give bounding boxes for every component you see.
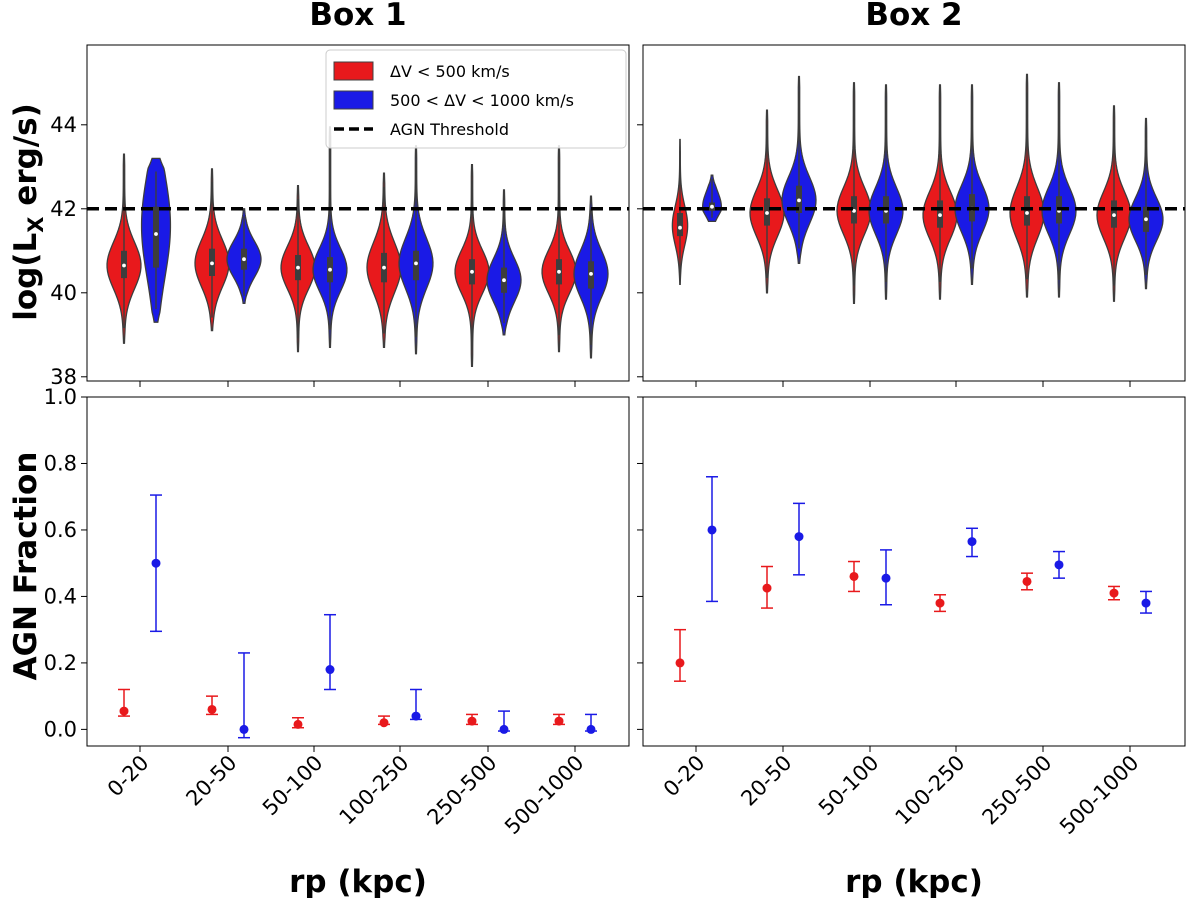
violin-median-box2-red-0 [678,225,682,230]
frame-bottom-box1 [86,396,630,747]
violin-iqr-box1-blue-0 [153,206,159,268]
panel-title-box1: Box 1 [309,0,406,33]
point-box1-blue-1 [239,724,249,734]
xtick-label-box1-0: 0-20 [103,751,154,802]
xtick-label-box2-4: 250-500 [978,751,1057,830]
violin-layer [106,73,1164,367]
top-ylabel-subscript: X [24,217,48,233]
violin-median-box2-red-1 [765,211,769,215]
violin-median-box2-red-5 [1112,213,1116,218]
xtick-label-box2-5: 500-1000 [1055,751,1143,839]
point-box2-red-1 [762,583,772,593]
violin-median-box1-blue-4 [502,278,506,283]
xtick-label-box2-3: 100-250 [891,751,970,830]
top-ylabel-rest: erg/s) [8,103,44,216]
legend: ΔV < 500 km/s 500 < ΔV < 1000 km/s AGN T… [325,49,627,149]
violin-median-box1-blue-1 [242,257,246,262]
xlabel-box1: rp (kpc) [289,864,427,898]
point-box2-red-5 [1109,588,1119,598]
point-box2-red-0 [675,658,685,668]
violin-median-box2-red-4 [1025,211,1029,215]
violin-iqr-box2-red-0 [677,213,683,237]
violin-median-box2-blue-5 [1144,217,1148,222]
point-box2-blue-1 [794,532,804,542]
ytick-label-top-3: 44 [50,113,77,137]
frame-top-box1 [86,44,630,382]
axes-layer: 38 40 42 44 0.0 0.2 0.4 0.6 0.8 1.0 0-20 20-50 50-10… [44,44,1186,839]
point-box1-blue-0 [151,558,161,568]
ytick-label-top-1: 40 [50,281,77,305]
violin-median-box2-blue-1 [797,198,801,203]
violin-median-box2-red-3 [938,213,942,218]
point-box2-blue-4 [1054,560,1064,570]
xtick-label-box2-0: 0-20 [659,751,710,802]
point-box2-red-3 [935,598,945,608]
point-box2-blue-2 [881,573,891,583]
ytick-label-bottom-2: 0.4 [44,584,77,608]
point-box1-red-1 [207,704,217,714]
legend-label-threshold: AGN Threshold [390,120,509,139]
violin-median-box1-blue-5 [589,272,593,276]
legend-label-red: ΔV < 500 km/s [390,62,510,81]
legend-label-blue: 500 < ΔV < 1000 km/s [390,91,574,110]
xtick-label-box2-1: 20-50 [736,751,796,811]
legend-frame [325,49,627,149]
point-box2-red-2 [849,571,859,581]
xtick-label-box2-2: 50-100 [814,751,884,821]
ytick-label-bottom-0: 0.0 [44,717,77,741]
point-box1-blue-4 [499,724,509,734]
ytick-label-bottom-1: 0.2 [44,651,77,675]
point-box1-red-4 [467,716,477,726]
violin-median-box1-red-4 [470,269,474,274]
violin-median-box1-red-0 [122,263,126,268]
ytick-label-top-0: 38 [50,365,77,389]
violin-median-box1-blue-0 [154,232,158,236]
legend-swatch-red [333,61,374,81]
panel-title-box2: Box 2 [865,0,962,33]
ytick-label-bottom-5: 1.0 [44,385,77,409]
xtick-label-box1-2: 50-100 [258,751,328,821]
point-box1-red-0 [119,706,129,716]
violin-iqr-box2-red-4 [1024,196,1030,226]
xtick-label-box1-4: 250-500 [423,751,502,830]
point-box2-blue-5 [1141,598,1151,608]
violin-median-box1-red-1 [210,261,214,266]
ytick-label-bottom-4: 0.8 [44,451,77,475]
point-box1-blue-2 [325,665,335,675]
violin-median-box1-blue-3 [414,261,418,266]
violin-median-box1-red-5 [557,269,561,274]
point-box2-red-4 [1022,576,1032,586]
violin-median-box2-red-2 [852,209,856,213]
top-ylabel: log(LX erg/s) [8,103,48,321]
violin-iqr-box1-blue-3 [413,250,419,281]
point-box1-blue-5 [586,724,596,734]
ytick-label-top-2: 42 [50,197,77,221]
point-box2-blue-3 [967,537,977,547]
violin-median-box1-blue-2 [328,267,332,272]
legend-swatch-blue [333,90,374,110]
xtick-label-box1-3: 100-250 [335,751,414,830]
errorbar-layer [118,476,1152,739]
point-box2-blue-0 [707,525,717,535]
violin-median-box1-red-2 [296,265,300,270]
violin-median-box1-red-3 [382,265,386,270]
bottom-ylabel: AGN Fraction [8,452,44,681]
point-box1-red-2 [293,719,303,729]
xtick-label-box1-1: 20-50 [181,751,241,811]
xlabel-box2: rp (kpc) [845,864,983,898]
frame-bottom-box2 [642,396,1186,747]
point-box1-blue-3 [411,711,421,721]
top-ylabel-main: log(L [8,233,44,321]
xtick-label-box1-5: 500-1000 [500,751,588,839]
frame-top-box2 [642,44,1186,382]
ytick-label-bottom-3: 0.6 [44,518,77,542]
point-box1-red-3 [379,718,389,728]
violin-median-box2-blue-0 [710,204,714,209]
point-box1-red-5 [554,716,564,726]
